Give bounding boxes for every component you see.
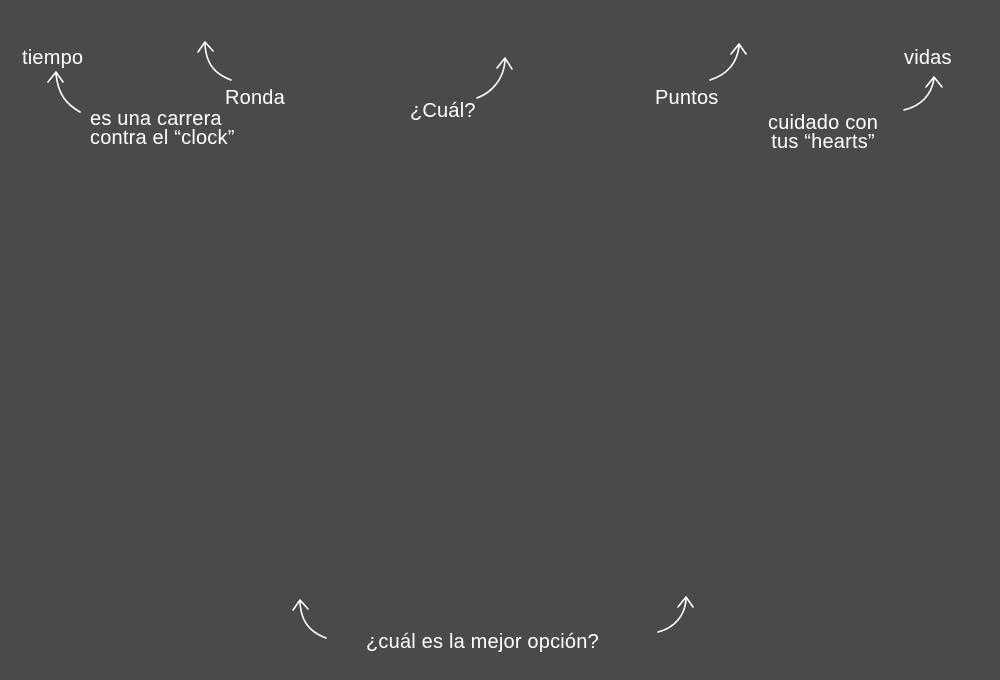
vidas-annotation-line1: cuidado con <box>768 112 879 134</box>
label-tiempo: tiempo <box>22 47 84 69</box>
curved-arrow-icon <box>47 71 81 113</box>
label-ronda: Ronda <box>225 87 285 109</box>
tiempo-annotation-line1: es una carrera <box>90 108 222 130</box>
label-puntos: Puntos <box>655 87 719 109</box>
curved-arrow-icon <box>903 76 943 111</box>
vidas-annotation-line2: tus “hearts” <box>771 131 875 153</box>
tiempo-annotation-line2: contra el “clock” <box>90 127 235 149</box>
tiempo-annotation: es una carrera contra el “clock” <box>90 108 235 149</box>
label-vidas: vidas <box>904 47 952 69</box>
options-annotation: ¿cuál es la mejor opción? <box>366 631 599 653</box>
vidas-annotation: cuidado con tus “hearts” <box>768 112 879 153</box>
curved-arrow-icon <box>709 43 747 81</box>
label-cual: ¿Cuál? <box>410 100 476 122</box>
curved-arrow-icon <box>292 599 327 639</box>
curved-arrow-icon <box>197 41 232 81</box>
curved-arrow-icon <box>476 57 513 99</box>
curved-arrow-icon <box>657 596 694 633</box>
